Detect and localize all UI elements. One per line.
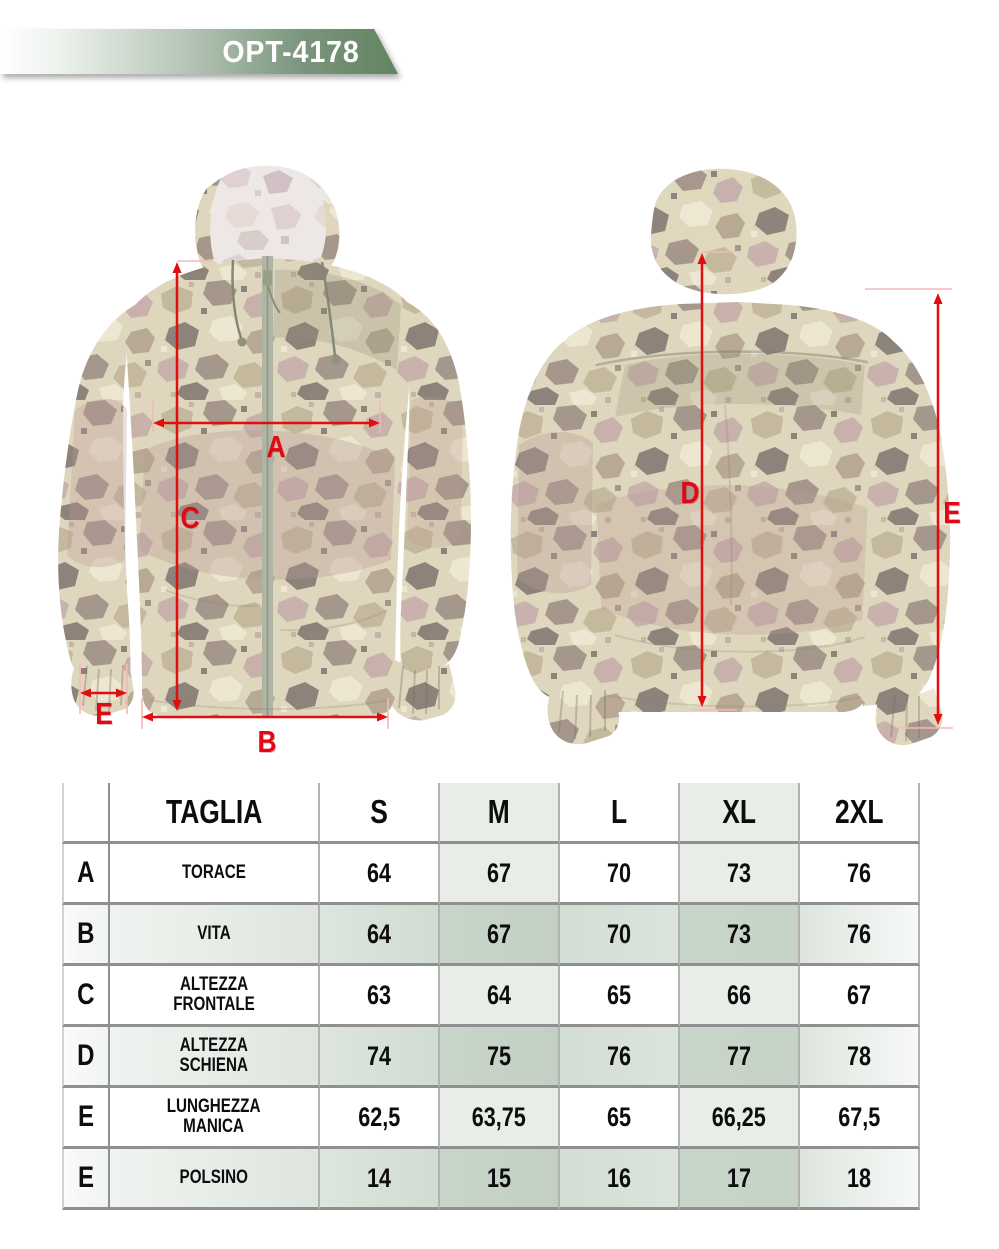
size-value: 14 xyxy=(320,1149,440,1210)
banner-ribbon xyxy=(0,29,398,74)
size-value: 64 xyxy=(320,905,440,966)
size-value: 78 xyxy=(800,1027,920,1088)
size-value: 67 xyxy=(440,844,560,905)
size-value: 67 xyxy=(800,966,920,1027)
measure-label-cuff-width: E xyxy=(95,696,113,731)
header-size-l: L xyxy=(560,783,680,844)
row-letter: A xyxy=(62,844,110,905)
size-value: 66,25 xyxy=(680,1088,800,1149)
header-size-s: S xyxy=(320,783,440,844)
measurement-diagram: A B C E D E xyxy=(58,165,961,759)
jacket-back-photo xyxy=(510,168,951,746)
row-name: LUNGHEZZA MANICA xyxy=(110,1088,320,1149)
row-letter: E xyxy=(62,1088,110,1149)
size-value: 77 xyxy=(680,1027,800,1088)
row-name: TORACE xyxy=(110,844,320,905)
row-name: ALTEZZA FRONTALE xyxy=(110,966,320,1027)
size-value: 73 xyxy=(680,905,800,966)
product-code: OPT-4178 xyxy=(221,33,360,69)
size-value: 67,5 xyxy=(800,1088,920,1149)
measure-label-chest: A xyxy=(266,429,286,464)
header-size-2xl: 2XL xyxy=(800,783,920,844)
size-table: TAGLIA S M L XL 2XL A TORACE 64 67 70 73… xyxy=(62,783,920,1210)
header-taglia: TAGLIA xyxy=(110,783,320,844)
size-value: 65 xyxy=(560,966,680,1027)
header-size-m: M xyxy=(440,783,560,844)
size-value: 15 xyxy=(440,1149,560,1210)
measure-label-sleeve-length: E xyxy=(943,495,961,530)
size-value: 73 xyxy=(680,844,800,905)
row-name: POLSINO xyxy=(110,1149,320,1210)
size-value: 70 xyxy=(560,844,680,905)
measure-lines xyxy=(88,261,940,719)
size-value: 66 xyxy=(680,966,800,1027)
size-value: 64 xyxy=(320,844,440,905)
row-name: ALTEZZA SCHIENA xyxy=(110,1027,320,1088)
size-value: 75 xyxy=(440,1027,560,1088)
size-value: 76 xyxy=(800,905,920,966)
size-value: 16 xyxy=(560,1149,680,1210)
header-size-xl: XL xyxy=(680,783,800,844)
size-value: 76 xyxy=(800,844,920,905)
measure-arrowheads xyxy=(80,253,943,725)
measurement-arrows xyxy=(79,251,953,729)
size-value: 76 xyxy=(560,1027,680,1088)
row-letter: D xyxy=(62,1027,110,1088)
row-letter: B xyxy=(62,905,110,966)
jacket-front-photo xyxy=(58,165,471,721)
product-code-banner: OPT-4178 xyxy=(0,29,398,74)
jacket-photos-canvas xyxy=(58,165,953,746)
row-name: VITA xyxy=(110,905,320,966)
size-value: 74 xyxy=(320,1027,440,1088)
measure-label-hem-width: B xyxy=(257,724,277,759)
row-letter: C xyxy=(62,966,110,1027)
measure-label-back-height: D xyxy=(680,475,700,510)
header-letter-spacer xyxy=(62,783,110,844)
measure-label-front-height: C xyxy=(180,500,200,535)
size-value: 63 xyxy=(320,966,440,1027)
size-value: 17 xyxy=(680,1149,800,1210)
measure-extension-ticks xyxy=(79,251,953,729)
size-value: 70 xyxy=(560,905,680,966)
row-letter: E xyxy=(62,1149,110,1210)
size-value: 67 xyxy=(440,905,560,966)
size-value: 18 xyxy=(800,1149,920,1210)
size-value: 65 xyxy=(560,1088,680,1149)
size-value: 63,75 xyxy=(440,1088,560,1149)
size-value: 62,5 xyxy=(320,1088,440,1149)
size-value: 64 xyxy=(440,966,560,1027)
